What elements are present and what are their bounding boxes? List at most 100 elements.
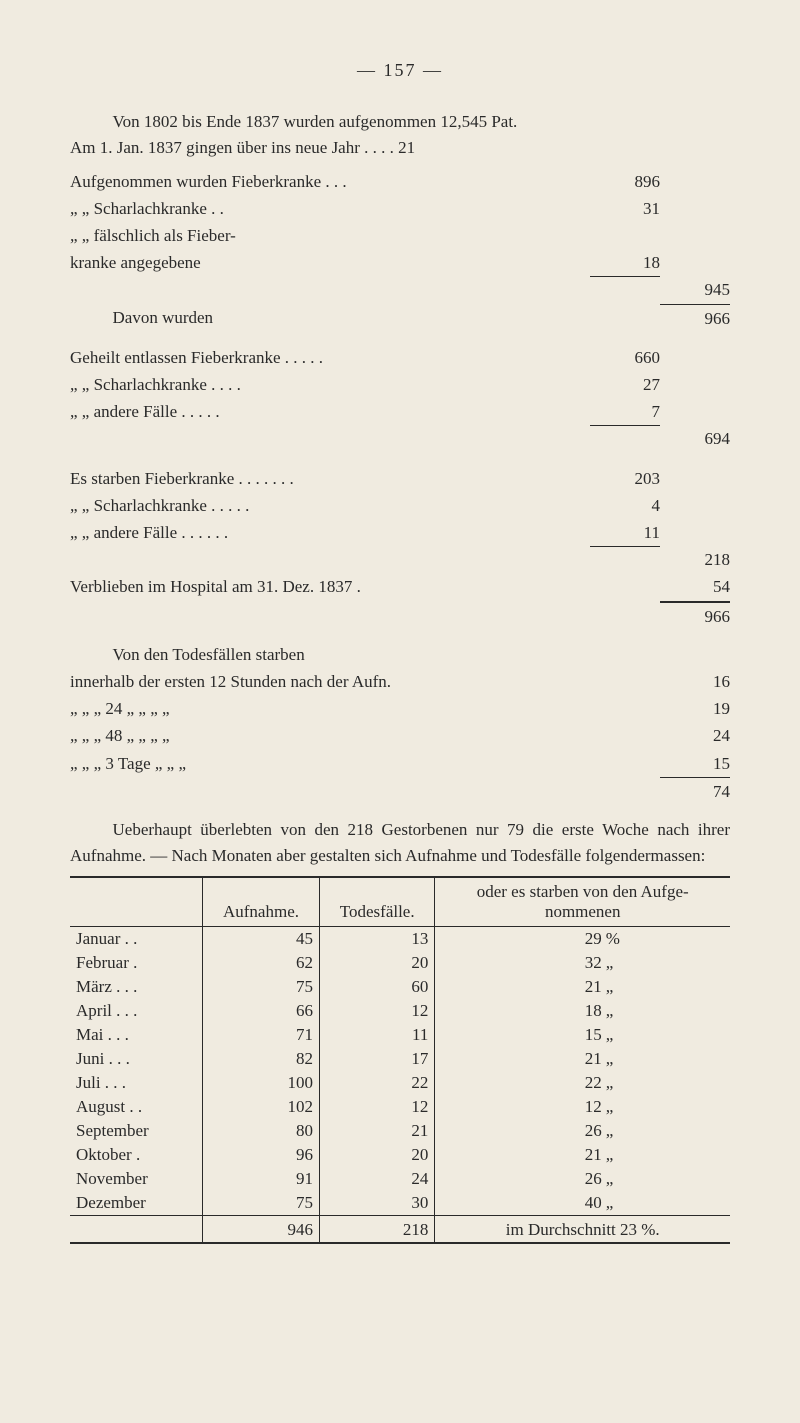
subtotal: 218 <box>660 546 730 573</box>
page-number: — 157 — <box>70 60 730 81</box>
accounting-block-2: Geheilt entlassen Fieberkranke . . . . .… <box>70 344 730 453</box>
col-blank <box>70 877 203 927</box>
todesfalle-cell: 21 <box>320 1119 435 1143</box>
row-label: „ „ „ 48 „ „ „ „ <box>70 722 590 749</box>
col-header-todesfalle: Todesfälle. <box>320 877 435 927</box>
todesfalle-cell: 22 <box>320 1071 435 1095</box>
subtotal: 945 <box>660 276 730 303</box>
total-aufnahme: 946 <box>203 1215 320 1243</box>
percent-cell: 18„ <box>435 999 730 1023</box>
row-c1: 11 <box>590 519 660 546</box>
intro-line: Von 1802 bis Ende 1837 wurden aufgenomme… <box>70 109 730 135</box>
block4-lead: Von den Todesfällen starben <box>70 642 730 668</box>
col-header-pct: oder es starben von den Aufge- nommenen <box>435 877 730 927</box>
month-cell: April . . . <box>70 999 203 1023</box>
accounting-block-3: Es starben Fieberkranke . . . . . . . 20… <box>70 465 730 630</box>
table-row: Dezember753040„ <box>70 1191 730 1216</box>
month-cell: Januar . . <box>70 926 203 951</box>
aufnahme-cell: 102 <box>203 1095 320 1119</box>
table-row: Februar .622032„ <box>70 951 730 975</box>
percent-cell: 21„ <box>435 975 730 999</box>
percent-cell: 26„ <box>435 1167 730 1191</box>
percent-cell: 21„ <box>435 1143 730 1167</box>
table-row: Juni . . .821721„ <box>70 1047 730 1071</box>
month-cell: August . . <box>70 1095 203 1119</box>
verblieben-value: 54 <box>660 573 730 600</box>
row-c1: 896 <box>590 168 660 195</box>
monthly-table: Aufnahme. Todesfälle. oder es starben vo… <box>70 876 730 1244</box>
aufnahme-cell: 75 <box>203 1191 320 1216</box>
aufnahme-cell: 91 <box>203 1167 320 1191</box>
percent-cell: 26„ <box>435 1119 730 1143</box>
row-c1: 18 <box>590 249 660 276</box>
davon-label: Davon wurden <box>70 304 590 332</box>
table-row: November912426„ <box>70 1167 730 1191</box>
todesfalle-cell: 20 <box>320 951 435 975</box>
total-tod: 218 <box>320 1215 435 1243</box>
percent-cell: 15„ <box>435 1023 730 1047</box>
row-label: „ „ Scharlachkranke . . . . <box>70 371 590 398</box>
subtotal: 694 <box>660 425 730 452</box>
row-label: innerhalb der ersten 12 Stunden nach der… <box>70 668 590 695</box>
aufnahme-cell: 80 <box>203 1119 320 1143</box>
aufnahme-cell: 71 <box>203 1023 320 1047</box>
row-label: kranke angegebene <box>70 249 590 276</box>
month-cell: Oktober . <box>70 1143 203 1167</box>
row-c1: 27 <box>590 371 660 398</box>
total-note: im Durchschnitt 23 %. <box>435 1215 730 1243</box>
percent-cell: 21„ <box>435 1047 730 1071</box>
col-header-aufnahme: Aufnahme. <box>203 877 320 927</box>
row-label: Aufgenommen wurden Fieberkranke . . . <box>70 168 590 195</box>
percent-cell: 32„ <box>435 951 730 975</box>
row-label: Geheilt entlassen Fieberkranke . . . . . <box>70 344 590 371</box>
table-row: Oktober .962021„ <box>70 1143 730 1167</box>
aufnahme-cell: 66 <box>203 999 320 1023</box>
row-label: „ „ andere Fälle . . . . . <box>70 398 590 425</box>
month-cell: Mai . . . <box>70 1023 203 1047</box>
month-cell: Juli . . . <box>70 1071 203 1095</box>
table-row: August . .1021212„ <box>70 1095 730 1119</box>
todesfalle-cell: 30 <box>320 1191 435 1216</box>
grand-total: 966 <box>660 601 730 630</box>
percent-cell: 22„ <box>435 1071 730 1095</box>
table-row: September802126„ <box>70 1119 730 1143</box>
todesfalle-cell: 12 <box>320 999 435 1023</box>
row-c1: 4 <box>590 492 660 519</box>
row-label: Es starben Fieberkranke . . . . . . . <box>70 465 590 492</box>
table-row: Mai . . .711115„ <box>70 1023 730 1047</box>
table-row: Juli . . .1002222„ <box>70 1071 730 1095</box>
row-label: „ „ Scharlachkranke . . . . . <box>70 492 590 519</box>
todesfalle-cell: 12 <box>320 1095 435 1119</box>
todesfalle-cell: 11 <box>320 1023 435 1047</box>
row-label: „ „ andere Fälle . . . . . . <box>70 519 590 546</box>
row-c2 <box>660 168 730 195</box>
row-label: „ „ „ 24 „ „ „ „ <box>70 695 590 722</box>
row-c2: 19 <box>660 695 730 722</box>
accounting-block-4: Von den Todesfällen starben innerhalb de… <box>70 642 730 805</box>
row-c1: 660 <box>590 344 660 371</box>
percent-cell: 29% <box>435 926 730 951</box>
row-c2: 15 <box>660 750 730 777</box>
row-c1: 203 <box>590 465 660 492</box>
row-c2: 24 <box>660 722 730 749</box>
line-am: Am 1. Jan. 1837 gingen über ins neue Jah… <box>70 135 730 161</box>
month-cell: November <box>70 1167 203 1191</box>
aufnahme-cell: 96 <box>203 1143 320 1167</box>
todesfalle-cell: 24 <box>320 1167 435 1191</box>
percent-cell: 40„ <box>435 1191 730 1216</box>
table-row: April . . .661218„ <box>70 999 730 1023</box>
month-cell: März . . . <box>70 975 203 999</box>
row-c2: 16 <box>660 668 730 695</box>
todesfalle-cell: 13 <box>320 926 435 951</box>
todesfalle-cell: 17 <box>320 1047 435 1071</box>
month-cell: Juni . . . <box>70 1047 203 1071</box>
aufnahme-cell: 75 <box>203 975 320 999</box>
table-row: Januar . .451329% <box>70 926 730 951</box>
row-c1: 7 <box>590 398 660 425</box>
subtotal: 74 <box>660 777 730 805</box>
row-label: „ „ fälschlich als Fieber- <box>70 222 590 249</box>
row-c1: 31 <box>590 195 660 222</box>
aufnahme-cell: 100 <box>203 1071 320 1095</box>
month-cell: September <box>70 1119 203 1143</box>
todesfalle-cell: 60 <box>320 975 435 999</box>
